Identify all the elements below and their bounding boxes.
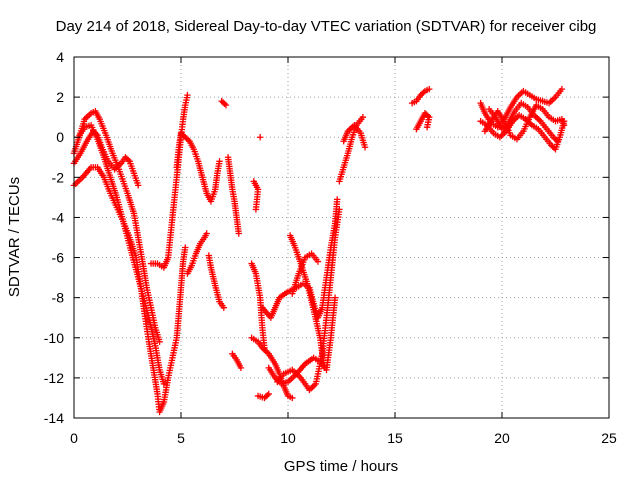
data-point	[336, 206, 343, 213]
data-point	[554, 138, 561, 145]
y-tick-label: -8	[52, 290, 65, 306]
data-trace	[75, 121, 168, 388]
data-point	[216, 158, 223, 165]
data-point	[423, 123, 431, 131]
data-point	[331, 294, 339, 301]
y-tick-label: -12	[44, 370, 64, 386]
data-trace	[229, 350, 245, 372]
data-trace	[256, 134, 264, 141]
y-tick-label: 2	[56, 89, 64, 105]
data-trace	[340, 121, 369, 151]
x-tick-label: 5	[177, 430, 185, 446]
data-point	[252, 206, 260, 213]
data-point	[203, 230, 210, 237]
y-tick-label: -2	[52, 169, 65, 185]
y-tick-label: 4	[56, 49, 64, 65]
data-point	[184, 136, 192, 144]
data-point	[222, 101, 230, 109]
data-trace	[408, 85, 433, 107]
data-trace	[205, 252, 227, 311]
x-tick-label: 25	[601, 430, 617, 446]
data-point	[359, 113, 367, 121]
data-trace	[173, 130, 223, 205]
data-trace	[485, 99, 561, 145]
data-trace	[254, 390, 272, 402]
data-trace	[481, 101, 568, 143]
data-trace	[413, 109, 433, 133]
data-point	[156, 338, 163, 345]
data-trace	[224, 154, 242, 237]
y-tick-label: -6	[52, 250, 65, 266]
data-point	[182, 244, 189, 251]
y-axis-label: SDTVAR / TECUs	[6, 177, 23, 297]
data-trace	[218, 97, 230, 109]
x-tick-label: 0	[70, 430, 78, 446]
data-point	[424, 112, 432, 120]
data-point	[361, 144, 369, 151]
data-trace	[289, 250, 322, 297]
data-trace	[184, 230, 210, 277]
data-trace	[248, 260, 268, 352]
data-trace	[147, 91, 191, 271]
data-point	[221, 100, 228, 107]
data-trace	[286, 232, 328, 372]
data-trace	[250, 178, 262, 213]
x-tick-label: 15	[387, 430, 403, 446]
plot-frame	[73, 56, 610, 419]
data-point	[125, 156, 132, 164]
data-point	[289, 394, 296, 402]
data-point	[420, 89, 427, 96]
data-point	[256, 134, 264, 141]
data-trace	[248, 334, 296, 402]
data-point	[264, 392, 271, 399]
data-trace	[336, 113, 367, 185]
y-tick-label: -14	[44, 410, 64, 426]
data-point	[237, 364, 245, 372]
x-axis-label: GPS time / hours	[284, 458, 398, 475]
data-points	[70, 85, 568, 416]
data-point	[558, 85, 566, 93]
data-point	[553, 136, 560, 144]
data-point	[220, 304, 227, 311]
chart-title: Day 214 of 2018, Sidereal Day-to-day VTE…	[56, 18, 597, 35]
data-point	[135, 182, 142, 189]
data-point	[314, 258, 322, 265]
data-point	[235, 230, 242, 237]
data-point	[160, 380, 168, 388]
x-tick-label: 20	[494, 430, 510, 446]
data-trace	[477, 85, 566, 131]
y-tick-label: -4	[52, 209, 65, 225]
data-point	[334, 196, 341, 203]
data-point	[184, 91, 191, 99]
y-tick-label: -10	[44, 330, 64, 346]
data-point	[560, 121, 568, 129]
axis-ticks: 0 5 10 15 20 25 -14 -12 -10 -8 -6 -4 -2 0 2 4	[44, 49, 617, 446]
data-point	[321, 364, 328, 372]
data-point	[426, 85, 433, 93]
y-tick-label: 0	[56, 129, 64, 145]
x-tick-label: 10	[280, 430, 296, 446]
data-trace	[274, 206, 343, 394]
data-point	[265, 390, 272, 398]
